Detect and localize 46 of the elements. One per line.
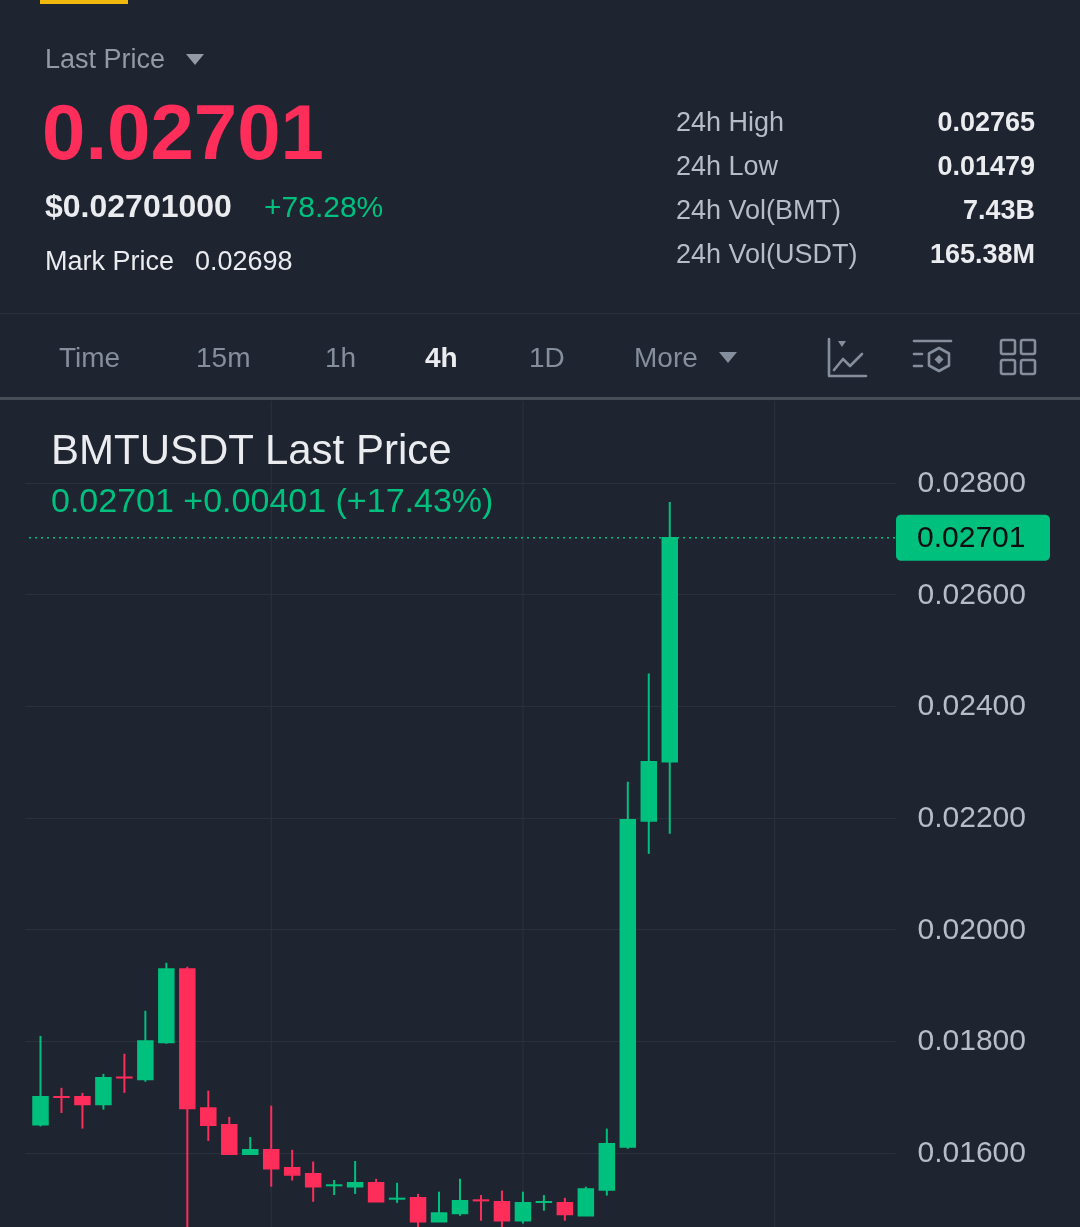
- text: 0.02698: [195, 246, 293, 278]
- text: 24h High: [676, 107, 785, 139]
- text: Mark Price: [45, 246, 175, 278]
- y-tick-label: 0.02000: [917, 911, 1026, 945]
- y-tick-label: 0.02600: [917, 576, 1026, 610]
- candlestick: [200, 1089, 217, 1142]
- text: 0.02701 +0.00401 (+17.43%): [51, 481, 494, 520]
- text: 1h: [325, 341, 357, 374]
- candlestick: [367, 1177, 385, 1203]
- text: 4h: [425, 341, 458, 374]
- y-tick-label: 0.02200: [917, 800, 1026, 834]
- text: 24h Low: [676, 151, 779, 183]
- text: 165.38M: [929, 239, 1035, 271]
- text: More: [634, 341, 698, 374]
- candlestick: [535, 1194, 553, 1212]
- candlestick: [472, 1194, 490, 1222]
- text: 7.43B: [962, 195, 1035, 227]
- text: Last Price: [45, 44, 166, 76]
- y-tick-label: 0.01800: [917, 1023, 1026, 1057]
- candlestick: [514, 1190, 532, 1225]
- y-tick-label: 0.02800: [917, 465, 1026, 499]
- candlestick: [430, 1190, 448, 1223]
- text: 0.02701: [42, 87, 324, 179]
- candlestick: [556, 1196, 574, 1222]
- text: +78.28%: [264, 190, 384, 224]
- ref-line-label: 0.02701: [917, 519, 1026, 553]
- candlestick: [262, 1104, 280, 1188]
- candlestick: [74, 1091, 91, 1130]
- text: $0.02701000: [45, 188, 232, 226]
- candlestick: [346, 1159, 364, 1195]
- candlestick: [388, 1181, 406, 1204]
- y-tick-label: 0.02400: [917, 688, 1026, 722]
- y-tick-label: 0.01600: [917, 1135, 1026, 1169]
- text: 24h Vol(USDT): [676, 239, 858, 271]
- candlestick: [304, 1160, 322, 1203]
- candlestick: [283, 1148, 301, 1182]
- text: 15m: [196, 341, 251, 374]
- candlestick: [53, 1086, 70, 1114]
- text: 1D: [529, 341, 565, 374]
- candlestick: [451, 1177, 469, 1217]
- text: BMTUSDT Last Price: [51, 426, 452, 474]
- text: 0.01479: [937, 151, 1035, 183]
- text: Time: [59, 341, 121, 374]
- text: 24h Vol(BMT): [676, 195, 842, 227]
- text: 0.02765: [937, 107, 1035, 139]
- candlestick: [116, 1052, 133, 1094]
